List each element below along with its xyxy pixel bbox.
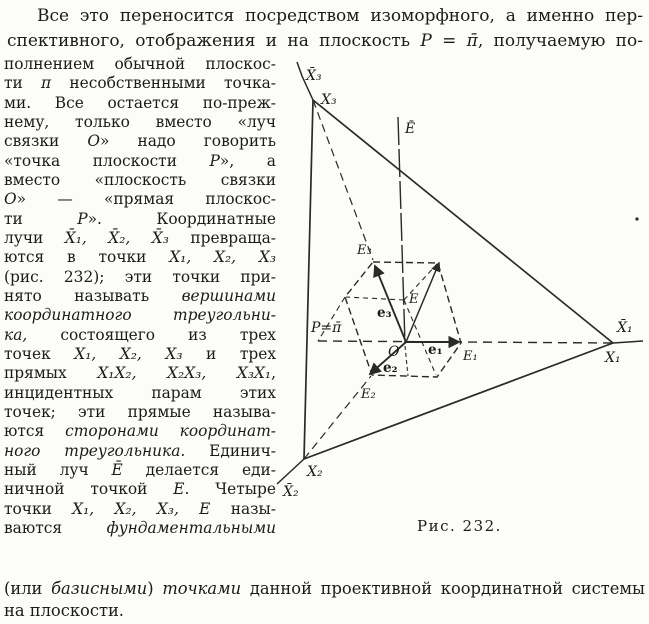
figure-caption: Рис. 232. [417,517,502,535]
line-e-bar [397,116,406,345]
top-paragraph: Все это переносится посредством изоморфн… [7,4,643,54]
text-line: ются сторонами координат- [4,422,276,441]
scan-speck [635,217,639,221]
side-x3-x2 [303,99,314,460]
line-l-corner [317,296,346,342]
label-e2-vec: e₂ [383,360,398,376]
unit-ray-e-line [397,116,409,377]
text-line: ти P». Координатные [4,209,277,228]
text-line: Все это переносится посредством изоморфн… [37,6,643,26]
text-line: ного треугольника. Единич- [4,441,276,460]
text-line: «точка плоскости P», а [4,151,276,170]
text-line: лучи X̄₁, X̄₂, X̄₃ превраща- [4,228,276,247]
label-e3-unit: E₃ [356,243,372,258]
label-e3-vec: e₃ [377,305,392,321]
text-line: нято называть вершинами [4,286,276,305]
line-x2-to-e2 [303,375,372,460]
edge-e-bottomright [403,299,437,376]
text-line: ются в точки X₁, X₂, X₃ [4,248,277,267]
left-text-column: полнением обычной плоскос-ти π несобстве… [4,55,276,538]
dashed-construction-lines [303,99,612,460]
basis-vectors [368,261,461,376]
text-line: ка, состоящего из трех [4,325,276,344]
label-p-plane: P=π̄ [310,320,342,336]
text-line: (или базисными) точками данной проективн… [4,579,645,598]
line-x3-to-e3 [312,99,374,261]
text-line: вместо «плоскость связки [4,170,276,189]
label-x1: X₁ [604,350,621,366]
text-line: инцидентных парам этих [4,383,276,402]
text-line: на плоскости. [4,601,124,620]
side-x3-x1 [312,99,614,344]
text-line: координатного треугольни- [4,306,276,325]
hexagon-outline [344,261,462,378]
vector-e2 [368,341,407,376]
coordinate-triangle [276,61,644,485]
label-e1-vec: e₁ [428,342,443,358]
text-line: ный луч Ē делается еди- [4,460,276,479]
edge-e-left [345,296,405,301]
side-x2-x1 [303,342,614,460]
text-line: точки X₁, X₂, X₃, E назы- [4,499,277,518]
label-e-bar: Ē [404,119,415,137]
label-x2-bar: X̄₂ [282,482,299,500]
label-x1-bar: X̄₁ [616,318,633,336]
label-origin: O [388,344,400,360]
text-line: ваются фундаментальными [4,518,276,537]
label-x3-bar: X̄₃ [305,66,322,84]
ray-x1-bar [612,340,644,344]
text-line: полнением обычной плоскос- [4,55,276,73]
text-line: спективного, отображения и на плоскость … [7,31,643,51]
text-line: O» — «прямая плоскос- [4,190,276,209]
line-e-bar-below-o [404,345,409,377]
label-e2-unit: E₂ [360,387,376,402]
text-line: ничной точкой E. Четыре [4,480,277,499]
bottom-paragraph: (или базисными) точками данной проективн… [4,578,645,622]
text-line: (рис. 232); эти точки при- [4,267,276,286]
text-line: ми. Все остается по-преж- [4,93,276,112]
text-line: ти π несобственными точка- [4,74,276,93]
label-x3: X₃ [320,92,337,108]
text-line: нему, только вместо «луч [4,112,276,131]
text-line: точек; эти прямые называ- [4,402,276,421]
text-line: связки O» надо говорить [4,132,276,151]
label-e-unit-point: E [408,292,419,307]
label-x2: X₂ [306,464,323,480]
label-e1-unit: E₁ [462,349,478,364]
figure-232: X̄₃ X₃ Ē E₃ P=π̄ E e₃ O e₁ E₁ e₂ E₂ X̄₁ … [276,52,649,554]
figure-232-drawing: X̄₃ X₃ Ē E₃ P=π̄ E e₃ O e₁ E₁ e₂ E₂ X̄₁ … [276,61,644,535]
vector-e3 [373,264,407,343]
ray-x3-bar [296,61,314,101]
line-o-to-x1 [317,340,612,344]
ray-x2-bar [276,458,305,485]
text-line: точек X₁, X₂, X₃ и трех [4,344,277,363]
text-line: прямых X₁X₂, X₂X₃, X₃X₁, [4,364,276,383]
figure-labels: X̄₃ X₃ Ē E₃ P=π̄ E e₃ O e₁ E₁ e₂ E₂ X̄₁ … [282,66,633,500]
arrow-o-upright [405,261,441,343]
